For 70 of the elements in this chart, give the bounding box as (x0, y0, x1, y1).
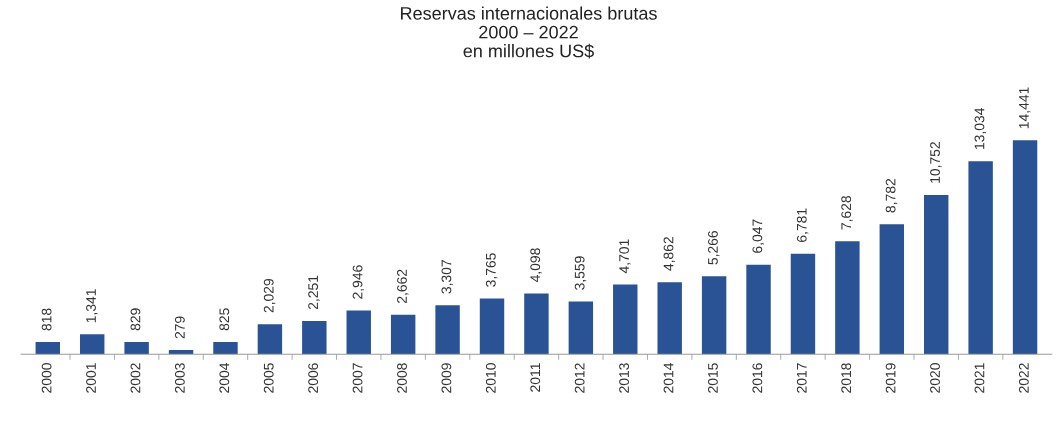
data-label: 279 (174, 316, 185, 339)
data-label: 4,862 (663, 237, 676, 271)
x-tick-label: 2004 (219, 362, 230, 393)
data-label: 2,251 (308, 275, 320, 310)
bar (835, 241, 860, 355)
data-label: 8,782 (885, 178, 898, 213)
x-tick-label: 2012 (574, 363, 585, 393)
bar (35, 342, 61, 355)
bar (346, 310, 371, 355)
data-label: 2,662 (397, 269, 409, 303)
bar (302, 320, 327, 355)
x-tick-label: 2017 (796, 363, 807, 393)
bar (168, 350, 194, 355)
bar (879, 224, 905, 355)
x-tick-label: 2005 (263, 363, 274, 393)
data-label: 2,946 (352, 265, 365, 299)
data-label: 14,441 (1019, 87, 1031, 129)
data-label: 5,266 (708, 230, 720, 265)
bar (435, 305, 460, 355)
data-label: 2,029 (263, 278, 276, 313)
x-tick-label: 2001 (86, 363, 96, 393)
bar (80, 334, 105, 355)
x-tick-label: 2009 (441, 363, 452, 393)
x-tick-label: 2008 (397, 363, 407, 393)
data-label: 1,341 (86, 289, 98, 323)
data-label: 13,034 (974, 107, 987, 149)
bar (613, 284, 638, 355)
bar (746, 264, 771, 355)
bar (213, 342, 238, 355)
bar (790, 253, 816, 355)
x-tick-label: 2013 (619, 363, 629, 393)
x-tick-label: 2000 (41, 363, 52, 393)
data-label: 6,047 (752, 219, 764, 253)
bar (924, 194, 949, 355)
x-tick-label: 2015 (708, 363, 718, 393)
x-tick-label: 2020 (930, 363, 940, 393)
x-tick-label: 2018 (841, 363, 852, 393)
bar (257, 324, 283, 355)
bar (657, 282, 682, 355)
data-label: 4,098 (530, 248, 542, 283)
bar (524, 293, 549, 355)
x-tick-label: 2016 (752, 363, 763, 393)
data-label: 7,628 (841, 195, 853, 230)
x-tick-label: 2022 (1018, 363, 1029, 393)
x-tick-label: 2010 (485, 363, 496, 393)
x-tick-label: 2006 (308, 363, 319, 393)
data-label: 829 (130, 308, 141, 331)
data-label: 3,765 (485, 253, 498, 287)
bar (701, 276, 727, 355)
bar (968, 161, 993, 355)
bar (1012, 140, 1038, 355)
data-label: 818 (41, 308, 52, 331)
data-label: 6,781 (796, 208, 809, 242)
bar (568, 301, 594, 355)
x-tick-label: 2003 (174, 363, 185, 393)
data-label: 3,559 (574, 256, 587, 290)
x-tick-label: 2007 (352, 363, 363, 393)
x-tick-label: 2019 (885, 363, 896, 393)
x-tick-label: 2014 (663, 362, 674, 393)
data-label: 4,701 (619, 239, 631, 274)
x-tick-label: 2011 (530, 363, 541, 392)
data-label: 10,752 (930, 142, 942, 183)
x-tick-label: 2021 (974, 363, 985, 393)
bar (479, 298, 505, 355)
x-tick-label: 2002 (130, 363, 141, 393)
chart-title: Reservas internacionales brutas 2000 – 2022 en millones US$ (401, 6, 657, 59)
bar (390, 314, 416, 355)
bar (124, 341, 149, 355)
data-label: 3,307 (441, 260, 453, 294)
data-label: 825 (219, 308, 230, 331)
